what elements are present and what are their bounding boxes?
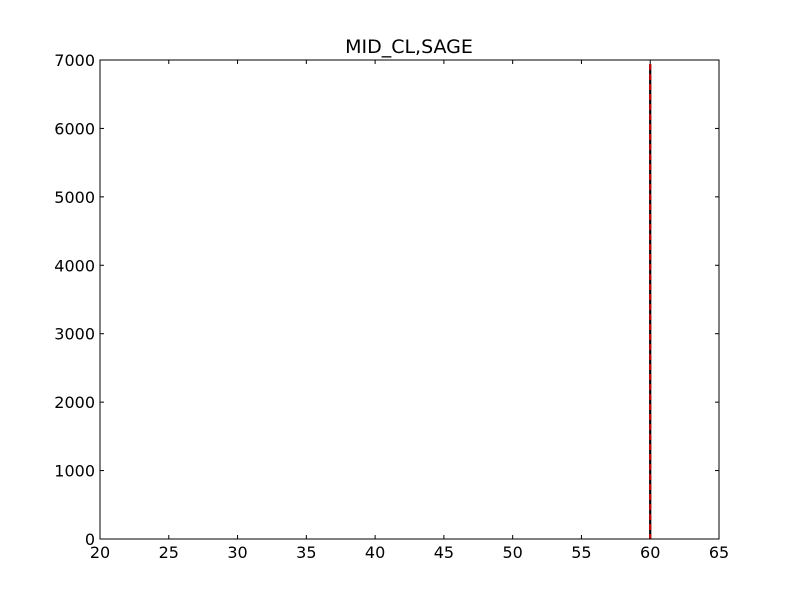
data-marks — [649, 64, 652, 540]
x-tick-label: 60 — [640, 543, 660, 562]
x-tick-label: 40 — [365, 543, 385, 562]
plot-frame — [99, 59, 720, 540]
ticks-group: 20 25 30 35 40 45 50 55 60 65 0 1000 2000 3000 4000 500… — [54, 51, 729, 562]
x-tick-label: 35 — [296, 543, 316, 562]
chart-title: MID_CL,SAGE — [345, 36, 473, 58]
x-tick-label: 30 — [227, 543, 247, 562]
x-tick-label: 65 — [709, 543, 729, 562]
x-tick-label: 25 — [159, 543, 179, 562]
x-tick-label: 45 — [434, 543, 454, 562]
y-tick-label: 3000 — [54, 325, 95, 344]
y-tick-label: 1000 — [54, 462, 95, 481]
x-tick-label: 55 — [571, 543, 591, 562]
y-tick-label: 4000 — [54, 256, 95, 275]
y-tick-label: 7000 — [54, 51, 95, 70]
y-tick-label: 0 — [85, 530, 95, 549]
y-tick-label: 5000 — [54, 188, 95, 207]
y-tick-label: 2000 — [54, 393, 95, 412]
y-tick-label: 6000 — [54, 119, 95, 138]
x-tick-label: 50 — [502, 543, 522, 562]
x-tick-label: 20 — [90, 543, 110, 562]
